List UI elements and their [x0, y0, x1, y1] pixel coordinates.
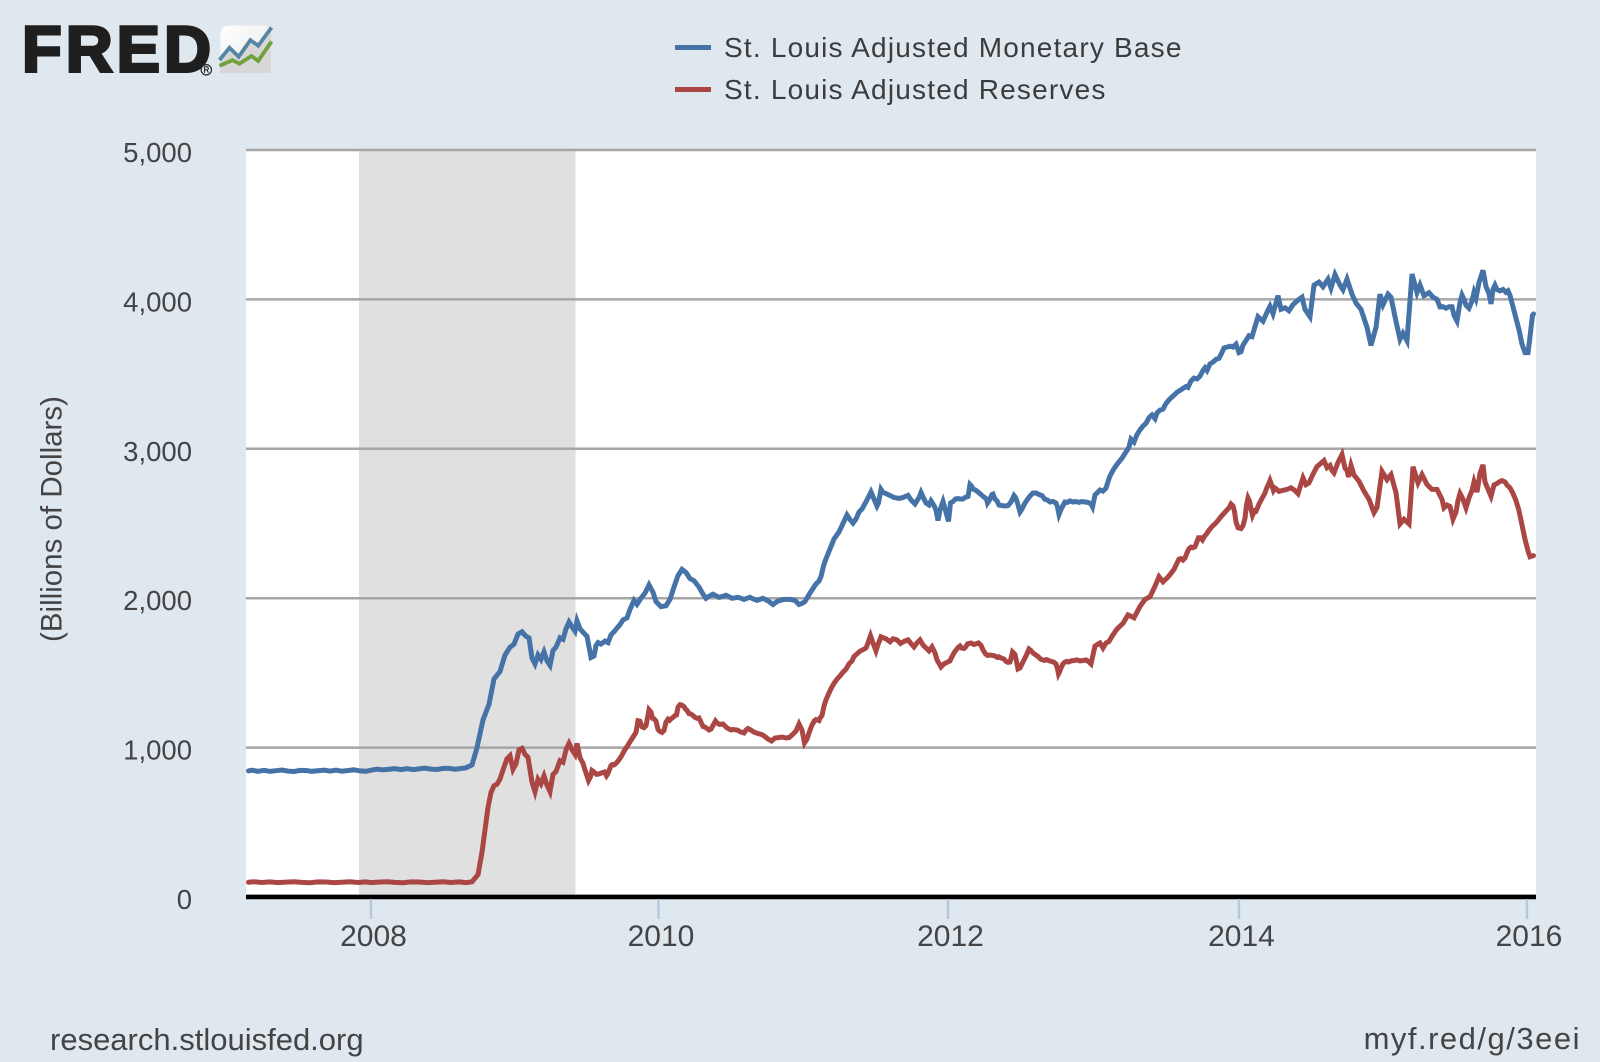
svg-text:2014: 2014	[1208, 920, 1275, 953]
svg-text:2,000: 2,000	[123, 585, 192, 616]
svg-text:St. Louis Adjusted Monetary Ba: St. Louis Adjusted Monetary Base	[724, 32, 1183, 63]
svg-text:research.stlouisfed.org: research.stlouisfed.org	[50, 1022, 364, 1057]
svg-text:2012: 2012	[917, 920, 984, 953]
svg-text:St. Louis Adjusted Reserves: St. Louis Adjusted Reserves	[724, 74, 1107, 105]
svg-text:(Billions of Dollars): (Billions of Dollars)	[36, 396, 69, 642]
svg-text:2010: 2010	[628, 920, 695, 953]
svg-text:1,000: 1,000	[123, 735, 192, 766]
svg-text:2016: 2016	[1496, 920, 1563, 953]
svg-text:3,000: 3,000	[123, 436, 192, 467]
svg-text:5,000: 5,000	[123, 137, 192, 168]
svg-text:FRED: FRED	[22, 13, 215, 86]
svg-text:0: 0	[177, 884, 192, 915]
svg-text:myf.red/g/3eei: myf.red/g/3eei	[1364, 1021, 1581, 1056]
svg-text:4,000: 4,000	[123, 286, 192, 317]
svg-text:2008: 2008	[340, 920, 407, 953]
